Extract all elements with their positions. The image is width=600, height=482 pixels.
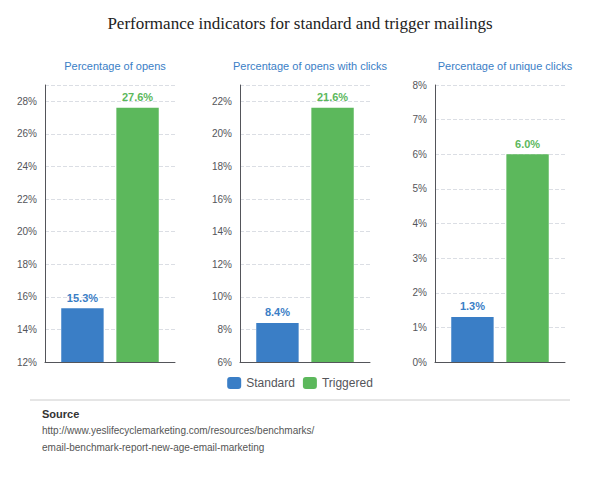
svg-text:22%: 22% [212, 96, 232, 107]
svg-text:7%: 7% [413, 114, 428, 125]
svg-text:8.4%: 8.4% [265, 306, 290, 318]
svg-text:27.6%: 27.6% [122, 91, 153, 103]
svg-text:1%: 1% [413, 322, 428, 333]
svg-text:6.0%: 6.0% [515, 138, 540, 150]
svg-text:18%: 18% [17, 259, 37, 270]
svg-text:6%: 6% [218, 357, 233, 368]
svg-text:8%: 8% [218, 324, 233, 335]
svg-text:Percentage of opens with click: Percentage of opens with clicks [233, 60, 388, 72]
svg-text:12%: 12% [212, 259, 232, 270]
svg-text:20%: 20% [212, 128, 232, 139]
svg-text:Percentage of opens: Percentage of opens [64, 60, 166, 72]
svg-text:Standard: Standard [246, 376, 295, 390]
svg-text:21.6%: 21.6% [317, 91, 348, 103]
svg-text:24%: 24% [17, 161, 37, 172]
svg-text:28%: 28% [17, 96, 37, 107]
svg-text:1.3%: 1.3% [460, 300, 485, 312]
svg-text:http://www.yeslifecyclemarketi: http://www.yeslifecyclemarketing.com/res… [42, 425, 315, 436]
svg-text:4%: 4% [413, 218, 428, 229]
svg-text:3%: 3% [413, 253, 428, 264]
svg-text:2%: 2% [413, 287, 428, 298]
svg-text:16%: 16% [212, 194, 232, 205]
svg-text:14%: 14% [17, 324, 37, 335]
svg-text:16%: 16% [17, 291, 37, 302]
svg-text:0%: 0% [413, 357, 428, 368]
svg-text:14%: 14% [212, 226, 232, 237]
svg-text:Percentage of unique clicks: Percentage of unique clicks [438, 60, 573, 72]
svg-text:15.3%: 15.3% [67, 292, 98, 304]
svg-text:20%: 20% [17, 226, 37, 237]
svg-text:18%: 18% [212, 161, 232, 172]
svg-text:26%: 26% [17, 128, 37, 139]
svg-text:Performance indicators for sta: Performance indicators for standard and … [107, 14, 492, 33]
svg-text:5%: 5% [413, 183, 428, 194]
svg-text:6%: 6% [413, 149, 428, 160]
svg-text:Source: Source [42, 408, 79, 420]
svg-text:Triggered: Triggered [322, 376, 373, 390]
svg-text:email-benchmark-report-new-age: email-benchmark-report-new-age-email-mar… [42, 442, 264, 453]
svg-text:12%: 12% [17, 357, 37, 368]
svg-text:10%: 10% [212, 291, 232, 302]
svg-text:8%: 8% [413, 80, 428, 91]
svg-text:22%: 22% [17, 194, 37, 205]
